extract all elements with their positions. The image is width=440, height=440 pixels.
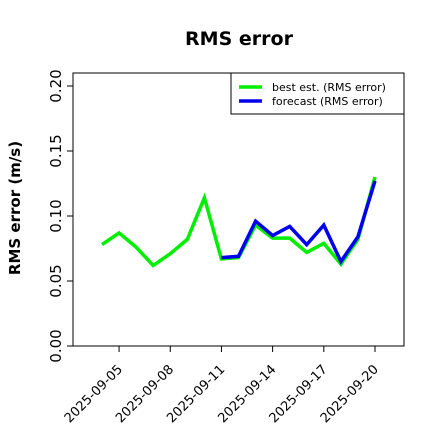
y-tick-label: 0.15 <box>47 134 65 167</box>
legend-entry-label: forecast (RMS error) <box>272 95 383 108</box>
y-tick-label: 0.20 <box>47 69 65 102</box>
series-line-best-estimate <box>101 176 377 268</box>
y-tick-label: 0.05 <box>47 264 65 297</box>
y-tick-label: 0.00 <box>47 329 65 362</box>
chart-title: RMS error <box>185 28 294 50</box>
plot-area <box>101 176 377 268</box>
y-axis-label: RMS error (m/s) <box>6 141 24 275</box>
y-tick-label: 0.10 <box>47 199 65 232</box>
series-line-forecast <box>221 180 377 266</box>
legend-entry-label: best est. (RMS error) <box>272 81 386 94</box>
legend-box <box>230 72 405 115</box>
legend: best est. (RMS error)forecast (RMS error… <box>230 72 405 115</box>
